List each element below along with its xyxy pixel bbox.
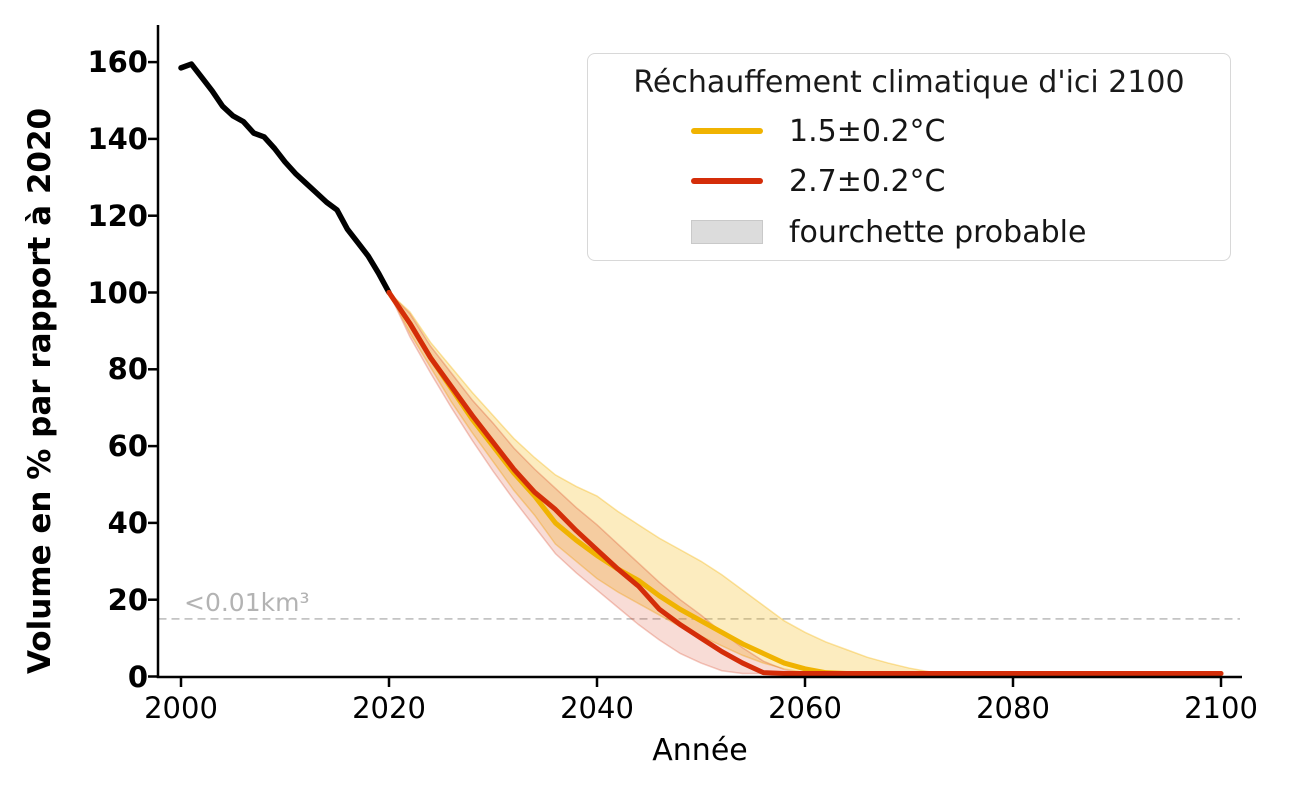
line-2.7C (386, 290, 1224, 676)
y-tick-label: 140 (87, 121, 148, 156)
legend-label-likely-range: fourchette probable (789, 214, 1087, 250)
x-tick-label: 2000 (144, 691, 218, 725)
legend-line-swatch-2.7C (691, 178, 763, 184)
y-tick-label: 80 (107, 352, 148, 387)
x-tick-label: 2080 (976, 691, 1050, 725)
x-tick-label: 2060 (768, 691, 842, 725)
legend-label-1.5C: 1.5±0.2°C (789, 113, 946, 149)
legend-title: Réchauffement climatique d'ici 2100 (633, 65, 1185, 100)
legend-entry-1.5C: 1.5±0.2°C (691, 111, 946, 151)
legend-patch-swatch-likely-range (691, 220, 763, 244)
threshold-annotation: <0.01km³ (184, 588, 310, 617)
band-1.5C (388, 291, 1221, 675)
y-tick-label: 60 (107, 429, 148, 464)
y-tick-label: 120 (87, 198, 148, 233)
legend-line-swatch-1.5C (691, 128, 763, 134)
y-tick-label: 40 (107, 505, 148, 540)
y-tick-label: 20 (107, 582, 148, 617)
y-tick-label: 0 (127, 659, 148, 694)
y-tick-label: 100 (87, 275, 148, 310)
x-tick-label: 2100 (1184, 691, 1258, 725)
legend-entry-2.7C: 2.7±0.2°C (691, 161, 946, 201)
y-tick-label: 160 (87, 45, 148, 80)
x-tick-label: 2040 (560, 691, 634, 725)
legend-label-2.7C: 2.7±0.2°C (789, 163, 946, 199)
x-axis-label: Année (652, 733, 748, 768)
legend-entry-likely-range: fourchette probable (691, 212, 1086, 252)
band-2.7C (388, 291, 1221, 675)
legend: Réchauffement climatique d'ici 2100 1.5±… (587, 53, 1231, 261)
y-axis-label: Volume en % par rapport à 2020 (22, 107, 58, 674)
line-historical (178, 61, 392, 296)
x-tick-label: 2020 (352, 691, 426, 725)
